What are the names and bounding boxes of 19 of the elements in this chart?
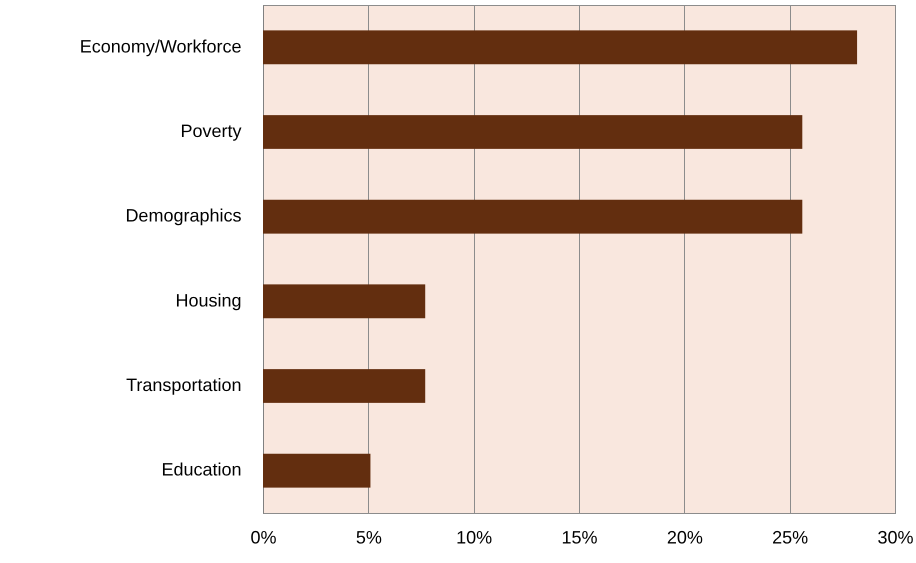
x-tick-label: 20% bbox=[666, 528, 703, 548]
y-tick-label: Demographics bbox=[125, 206, 242, 226]
bar bbox=[263, 369, 426, 403]
x-tick-label: 25% bbox=[772, 528, 808, 548]
bar bbox=[263, 284, 426, 318]
bar bbox=[263, 30, 858, 64]
y-tick-label: Economy/Workforce bbox=[80, 36, 242, 56]
x-tick-label: 0% bbox=[250, 528, 277, 548]
x-tick-label: 10% bbox=[456, 528, 492, 548]
y-tick-label: Transportation bbox=[126, 375, 242, 395]
y-tick-label: Poverty bbox=[180, 121, 242, 141]
x-tick-label: 15% bbox=[561, 528, 598, 548]
x-tick-label: 30% bbox=[877, 528, 914, 548]
bar bbox=[263, 200, 802, 234]
bar bbox=[263, 454, 370, 488]
y-tick-label: Housing bbox=[175, 290, 242, 310]
x-tick-label: 5% bbox=[356, 528, 382, 548]
y-tick-label: Education bbox=[161, 460, 242, 480]
bar bbox=[263, 115, 802, 149]
